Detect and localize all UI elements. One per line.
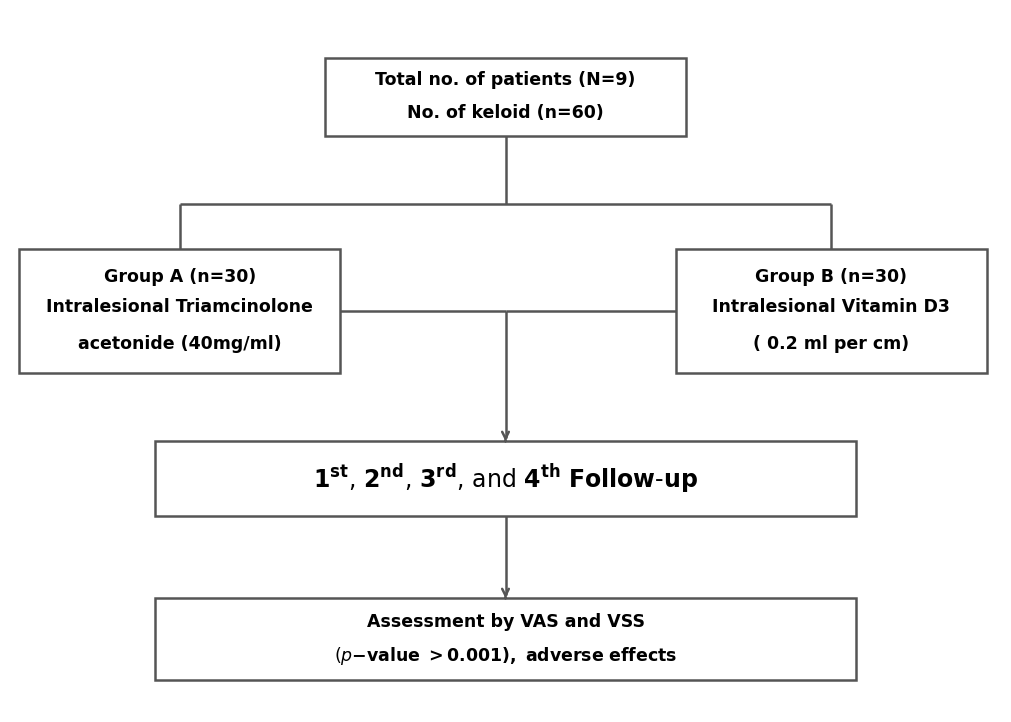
FancyBboxPatch shape [155, 599, 856, 680]
Text: Group A (n=30): Group A (n=30) [103, 268, 256, 286]
FancyBboxPatch shape [676, 248, 987, 373]
Text: No. of keloid (n=60): No. of keloid (n=60) [407, 104, 604, 121]
Text: ($\it{p}$$\mathbf{-value\ {>}0.001),\ adverse\ effects}$: ($\it{p}$$\mathbf{-value\ {>}0.001),\ ad… [334, 645, 677, 667]
FancyBboxPatch shape [325, 58, 686, 136]
Text: acetonide (40mg/ml): acetonide (40mg/ml) [78, 335, 281, 353]
Text: Assessment by VAS and VSS: Assessment by VAS and VSS [367, 613, 644, 631]
Text: Intralesional Triamcinolone: Intralesional Triamcinolone [47, 298, 313, 316]
FancyBboxPatch shape [19, 248, 340, 373]
Text: ( 0.2 ml per cm): ( 0.2 ml per cm) [753, 335, 910, 353]
Text: Intralesional Vitamin D3: Intralesional Vitamin D3 [713, 298, 950, 316]
Text: $\mathbf{1^{st}}$, $\mathbf{2^{nd}}$, $\mathbf{3^{rd}}$, and $\mathbf{4^{th}}$ $: $\mathbf{1^{st}}$, $\mathbf{2^{nd}}$, $\… [313, 462, 698, 495]
FancyBboxPatch shape [155, 441, 856, 516]
Text: Total no. of patients (N=9): Total no. of patients (N=9) [375, 71, 636, 89]
Text: Group B (n=30): Group B (n=30) [755, 268, 907, 286]
